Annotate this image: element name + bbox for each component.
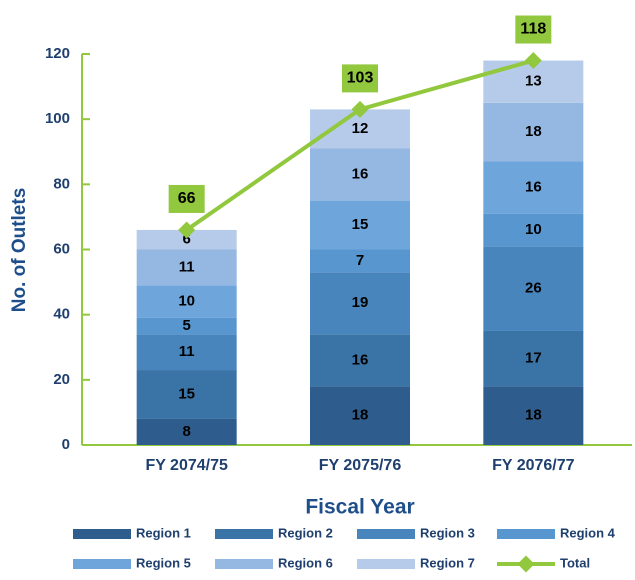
x-axis-title: Fiscal Year <box>305 496 414 519</box>
data-label: 15 <box>352 216 369 233</box>
data-label: 11 <box>179 343 195 360</box>
data-label: 10 <box>178 293 195 310</box>
total-label-box <box>515 15 552 44</box>
total-label-box <box>168 184 205 213</box>
y-axis-title: No. of Outlets <box>9 188 30 313</box>
legend-swatch <box>215 529 273 539</box>
legend-label: Region 4 <box>560 525 616 540</box>
legend-swatch <box>215 559 273 569</box>
y-tick-label: 120 <box>45 45 70 62</box>
data-label: 18 <box>525 407 542 424</box>
bar-segment <box>310 334 410 387</box>
data-label: 15 <box>178 385 195 402</box>
total-marker <box>351 100 369 118</box>
bar-segment <box>483 102 584 162</box>
data-label: 19 <box>352 294 369 311</box>
y-tick-label: 0 <box>62 436 70 453</box>
legend-swatch <box>357 559 415 569</box>
data-label: 6 <box>182 231 190 248</box>
legend-swatch <box>497 529 555 539</box>
y-tick-label: 40 <box>53 306 70 323</box>
legend-label: Region 5 <box>136 555 191 570</box>
legend-swatch <box>357 529 415 539</box>
bar-segment <box>136 418 237 445</box>
data-label: 5 <box>182 317 190 334</box>
bar-segment <box>310 148 410 201</box>
data-label: 26 <box>525 280 542 297</box>
bar-segment <box>483 330 584 387</box>
bar-segment <box>483 246 584 331</box>
data-label: 18 <box>525 123 542 140</box>
y-tick-label: 60 <box>53 240 70 257</box>
data-label: 13 <box>525 73 542 90</box>
data-label: 10 <box>525 221 542 238</box>
data-label: 11 <box>179 258 195 275</box>
data-label: 16 <box>352 166 369 183</box>
bar-segment <box>136 317 237 335</box>
legend-label: Total <box>560 555 590 570</box>
bar-segment <box>310 386 410 445</box>
data-label: 16 <box>525 179 542 196</box>
x-tick-label: FY 2074/75 <box>145 457 228 474</box>
y-tick-label: 80 <box>53 175 70 192</box>
bar-segment <box>136 334 237 371</box>
total-label: 118 <box>520 21 546 38</box>
legend-swatch <box>73 529 131 539</box>
total-marker <box>524 52 542 70</box>
data-label: 18 <box>352 407 369 424</box>
bar-segment <box>310 272 410 335</box>
bar-segment <box>136 285 237 318</box>
bar-segment <box>483 386 584 445</box>
bar-segment <box>310 249 410 273</box>
y-tick-label: 20 <box>53 371 70 388</box>
legend-label: Region 2 <box>278 525 333 540</box>
x-tick-label: FY 2076/77 <box>492 457 575 474</box>
x-tick-label: FY 2075/76 <box>319 457 402 474</box>
data-label: 7 <box>356 252 364 269</box>
bar-segment <box>310 200 410 250</box>
data-label: 8 <box>182 423 190 440</box>
data-label: 16 <box>352 351 369 368</box>
legend-swatch <box>73 559 131 569</box>
bar-segment <box>483 161 584 214</box>
total-marker <box>178 221 196 239</box>
bar-segment <box>483 213 584 247</box>
y-tick-label: 100 <box>45 110 70 127</box>
bar-segment <box>136 249 237 286</box>
total-label-box <box>342 64 378 93</box>
legend-label: Region 1 <box>136 525 191 540</box>
legend-label: Region 3 <box>420 525 475 540</box>
bar-segment <box>136 370 237 419</box>
bar-segment <box>136 229 237 250</box>
legend-label: Region 7 <box>420 555 475 570</box>
data-label: 17 <box>525 350 542 367</box>
legend-marker <box>517 555 535 573</box>
total-label: 66 <box>178 190 196 207</box>
legend-label: Region 6 <box>278 555 333 570</box>
data-label: 12 <box>352 120 369 137</box>
total-label: 103 <box>347 70 374 87</box>
